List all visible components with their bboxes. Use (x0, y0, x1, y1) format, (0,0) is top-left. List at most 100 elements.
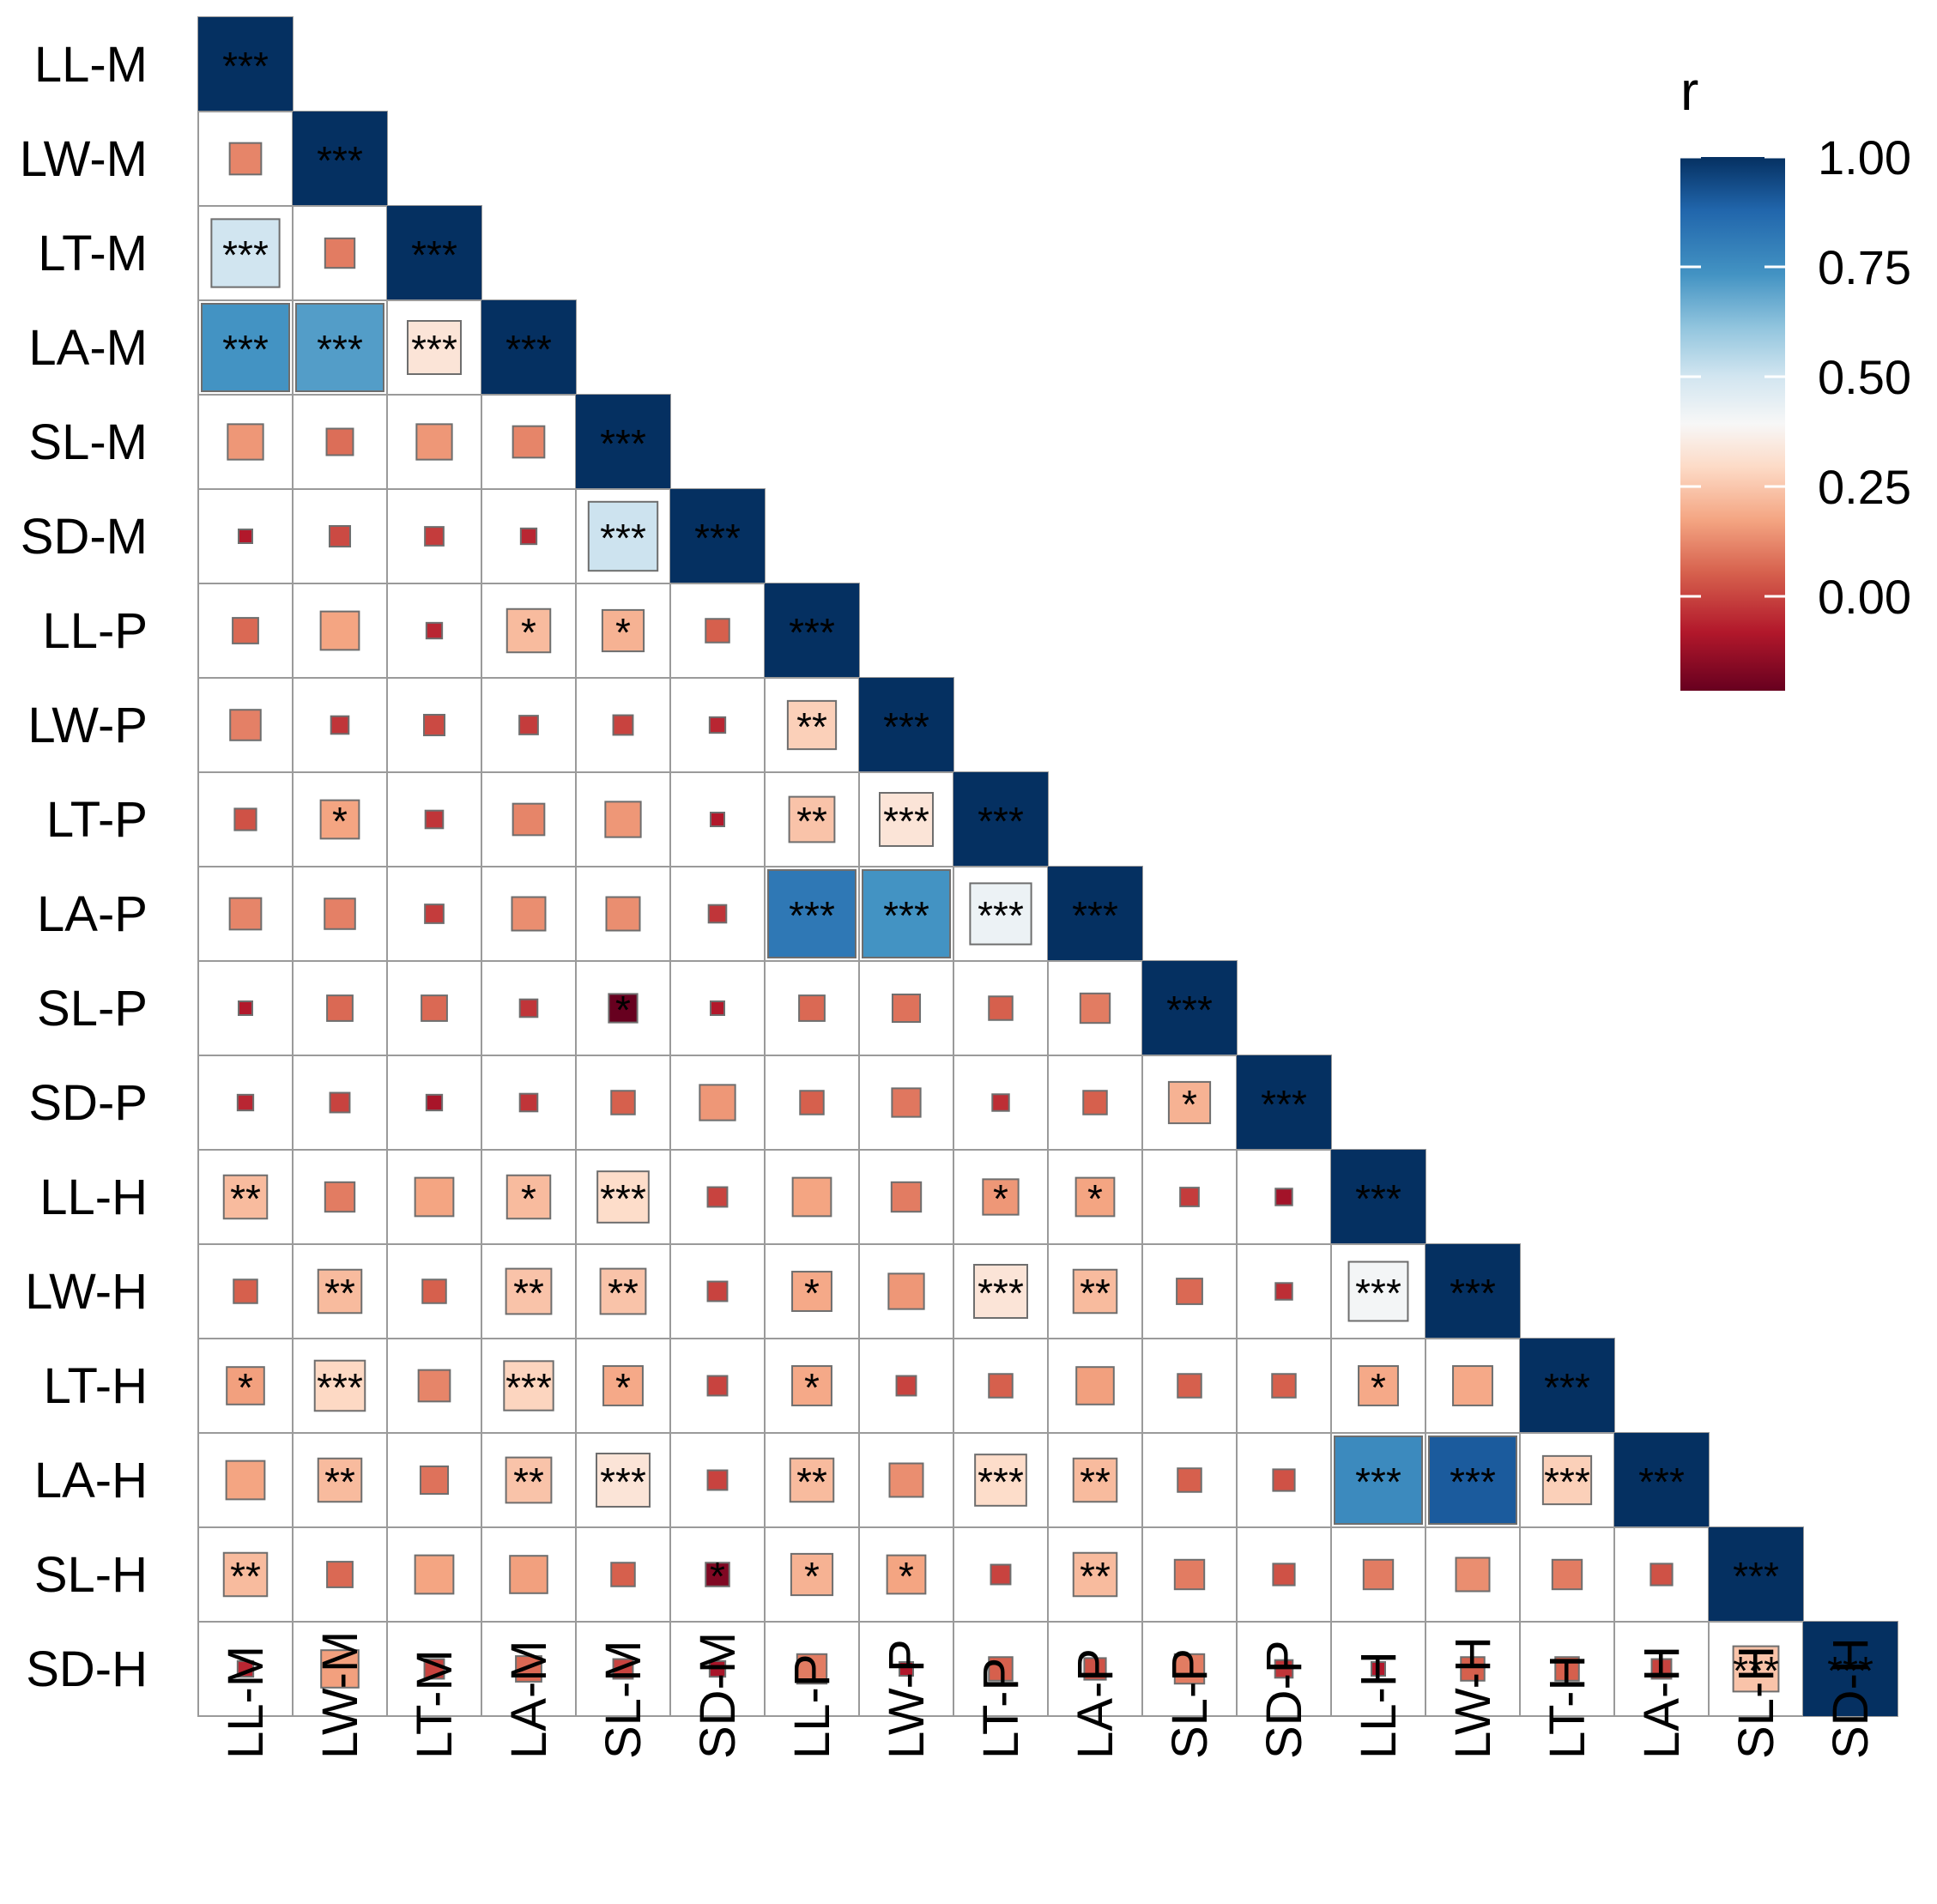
sig-SL-H-LW-P: * (899, 1554, 914, 1599)
y-label-LW-M: LW-M (20, 131, 148, 187)
cell-SD-M-LT-M (424, 526, 445, 547)
cell-LA-H-SD-P (1272, 1468, 1296, 1492)
x-axis-labels: LL-M LW-M LT-M LA-M SL-M SD-M LL-P LW-P LT-P LA-P… (218, 1631, 1879, 1759)
sig-SL-P-SL-P: *** (1166, 988, 1213, 1032)
sig-SD-H-SL-H: *** (1733, 1648, 1779, 1693)
legend: r 1.00 0.75 0.50 0.25 0.00 (1680, 60, 1911, 691)
cell-SD-P-LL-P (799, 1090, 825, 1115)
cell-SL-H-LW-H (1455, 1556, 1491, 1593)
cell-LT-P-LA-M (511, 802, 546, 837)
x-label-LW-H: LW-H (1445, 1636, 1501, 1759)
cell-SL-M-SL-M (576, 395, 670, 489)
sig-LA-H-LT-P: *** (978, 1460, 1024, 1504)
sig-LA-H-LA-M: ** (513, 1460, 544, 1504)
sig-LA-P-LL-P: *** (789, 893, 835, 938)
cell-SL-P-LT-M (421, 994, 448, 1022)
cell-SD-H-SD-H (1803, 1622, 1898, 1716)
sig-LA-M-LT-M: *** (411, 327, 457, 372)
sig-LW-H-LA-P: ** (1080, 1271, 1111, 1315)
y-label-SL-M: SL-M (28, 414, 148, 470)
x-label-LW-M: LW-M (312, 1631, 368, 1759)
sig-LA-P-LT-P: *** (978, 893, 1024, 938)
cell-LW-M-LL-M (228, 142, 263, 176)
legend-tick-label-1: 0.75 (1818, 240, 1911, 294)
cell-LL-P-SD-M (705, 618, 730, 644)
sig-LA-H-LW-H: *** (1450, 1460, 1496, 1504)
cell-SD-M-SD-M (670, 489, 765, 583)
cell-SL-M-LL-M (227, 423, 264, 461)
cell-SL-H-LL-H (1362, 1558, 1395, 1591)
sig-SD-M-SL-M: *** (600, 516, 646, 560)
cell-LL-H-LT-P (982, 1178, 1020, 1216)
sig-LL-P-SL-M: * (615, 610, 631, 655)
cell-LA-P-LA-P (1048, 867, 1142, 961)
cell-SD-P-SD-P (1237, 1055, 1331, 1150)
cell-LA-M-LW-M (295, 303, 384, 392)
cell-SL-H-LA-H (1649, 1562, 1674, 1587)
cell-LA-H-LW-M (317, 1457, 363, 1503)
heatmap-cells: ********* ****** *** *** ********* **** * *****… (197, 16, 1898, 1717)
sig-LT-H-LW-M: *** (317, 1365, 363, 1410)
cell-SL-P-LA-M (518, 998, 539, 1018)
cell-SL-P-LT-P (988, 995, 1014, 1021)
sig-LA-H-LT-H: *** (1544, 1460, 1590, 1504)
cell-LT-H-LL-P (791, 1365, 832, 1406)
cell-LA-H-SL-M (596, 1453, 651, 1508)
cell-SL-P-LL-M (238, 1000, 253, 1016)
sig-LL-H-SL-M: *** (600, 1176, 646, 1221)
sig-LA-M-LW-M: *** (317, 327, 363, 372)
cell-LW-H-LL-P (791, 1271, 832, 1312)
sig-LW-H-LL-P: * (804, 1271, 820, 1315)
cell-SL-H-LL-P (790, 1552, 834, 1597)
cell-LW-H-SL-P (1176, 1278, 1203, 1305)
cell-LT-P-LW-P (879, 792, 934, 847)
sig-LT-M-LT-M: *** (411, 233, 457, 277)
cell-LL-H-LT-M (414, 1176, 455, 1218)
cell-LT-P-LL-P (788, 795, 836, 843)
y-label-SD-P: SD-P (28, 1075, 148, 1131)
cell-SD-H-LL-H (1371, 1661, 1386, 1677)
sig-LT-M-LL-M: *** (222, 233, 269, 277)
sig-LA-H-LL-P: ** (796, 1460, 827, 1504)
sig-LA-M-LL-M: *** (222, 327, 269, 372)
cell-LL-P-LT-M (425, 621, 444, 640)
sig-LT-P-LT-P: *** (978, 799, 1024, 843)
cell-SD-H-LA-M (515, 1655, 542, 1683)
cell-SD-M-LA-M (519, 527, 538, 546)
cell-SL-P-SD-M (710, 1000, 725, 1016)
sig-LT-P-LL-P: ** (796, 799, 827, 843)
cell-LA-H-SL-P (1177, 1467, 1202, 1493)
cell-SD-H-LW-M (320, 1649, 360, 1689)
cell-LA-H-LA-M (505, 1456, 553, 1504)
cell-LW-H-LW-M (317, 1268, 363, 1315)
cell-SD-H-SD-P (1274, 1659, 1294, 1679)
y-label-SL-H: SL-H (34, 1547, 148, 1603)
cell-SL-H-SL-H (1709, 1527, 1803, 1622)
cell-SD-H-SL-P (1173, 1653, 1206, 1685)
cell-SL-H-LW-P (886, 1554, 927, 1595)
cell-SD-H-LA-P (1083, 1657, 1107, 1681)
cell-SL-P-LW-M (326, 994, 354, 1022)
sig-LA-H-LW-M: ** (324, 1460, 355, 1504)
sig-LW-P-LW-P: *** (883, 704, 929, 749)
cell-LW-P-LL-P (786, 699, 838, 751)
cell-LA-H-SD-M (706, 1469, 729, 1491)
cell-LA-P-SD-M (707, 904, 728, 924)
legend-colorbar (1680, 157, 1785, 691)
cell-SD-P-LT-M (425, 1093, 444, 1112)
cell-LA-P-SL-M (605, 896, 641, 932)
cell-bg-SD-H-LT-M (386, 1621, 482, 1717)
x-label-LL-H: LL-H (1351, 1651, 1407, 1759)
cell-LW-H-LW-P (887, 1272, 925, 1310)
cell-LA-H-LT-M (419, 1465, 450, 1496)
cell-LL-H-LA-M (505, 1174, 552, 1220)
cell-SD-H-SL-H (1732, 1645, 1780, 1693)
sig-SD-H-SD-H: *** (1827, 1648, 1873, 1693)
sig-LT-H-LL-P: * (804, 1365, 820, 1410)
cell-LW-P-LW-M (330, 715, 350, 735)
cell-SL-M-LT-M (415, 423, 453, 461)
sig-LW-P-LL-P: ** (796, 704, 827, 749)
cell-LT-P-SL-M (604, 801, 642, 838)
cell-SL-H-LT-H (1551, 1558, 1583, 1591)
cell-LL-H-SL-M (596, 1170, 650, 1224)
